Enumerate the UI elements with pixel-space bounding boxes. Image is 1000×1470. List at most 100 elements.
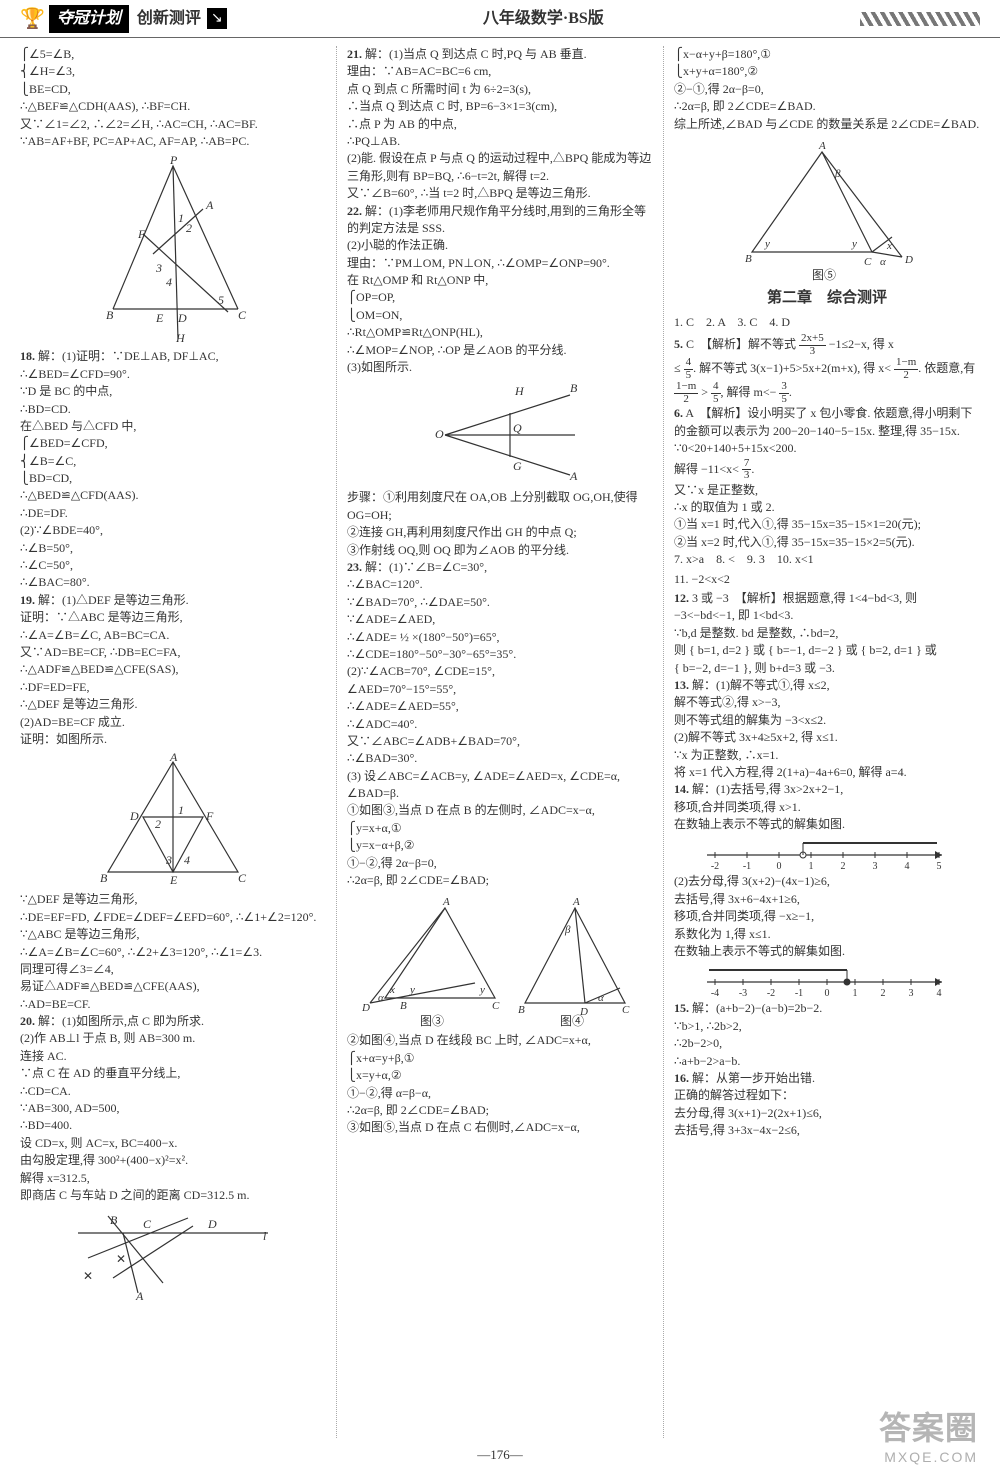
fig-label: B — [400, 1000, 407, 1012]
text-line: 将 x=1 代入方程,得 2(1+a)−4a+6=0, 解得 a=4. — [674, 764, 980, 781]
svg-text:3: 3 — [909, 988, 914, 998]
text-line: ②连接 GH,再利用刻度尺作出 GH 的中点 Q; — [347, 524, 653, 541]
text-line: ∴∠B=50°, — [20, 540, 326, 557]
text-line: ∴DE=DF. — [20, 505, 326, 522]
fig-label: F — [137, 227, 146, 241]
fig-label: A — [572, 896, 580, 908]
text-line: ⎩y=x−α+β,② — [347, 837, 653, 854]
text-line: 又∵x 是正整数, — [674, 482, 980, 499]
svg-text:-4: -4 — [711, 988, 719, 998]
fig-label: y — [409, 984, 415, 996]
fig-label: H — [175, 331, 186, 344]
text-line: 解：(1)∵∠B=∠C=30°, — [365, 560, 487, 574]
text-line: 去括号,得 3+3x−4x−2≤6, — [674, 1122, 980, 1139]
text-line: 又∵∠1=∠2, ∴∠2=∠H, ∴AC=CH, ∴AC=BF. — [20, 116, 326, 133]
problem-number: 23. — [347, 560, 362, 574]
fig-label: D — [207, 1217, 217, 1231]
text-line: 证明：∵△ABC 是等边三角形, — [20, 609, 326, 626]
page-number: —176— — [477, 1445, 523, 1465]
text-line: ∴AD=BE=CF. — [20, 996, 326, 1013]
problem-number: 15. — [674, 1001, 689, 1015]
fig-label: β — [564, 924, 571, 936]
text-line: ∴∠BAC=120°. — [347, 576, 653, 593]
fig-label: 2 — [155, 817, 161, 831]
text-line: ∴△BEF≌△CDH(AAS), ∴BF=CH. — [20, 98, 326, 115]
fig-label: B — [518, 1004, 525, 1016]
text-line: ≤ 45. 解不等式 3(x−1)+5>5x+2(m+x), 得 x< 1−m2… — [674, 357, 980, 405]
text-line: (3)如图所示. — [347, 359, 653, 376]
answers-line: 7. x>a 8. < 9. 3 10. x<1 — [674, 551, 980, 568]
figure-triangles-3-4: A A β x y y D α B C B D C α 图③ 图④ — [360, 893, 640, 1028]
svg-text:✕: ✕ — [83, 1269, 93, 1283]
fig-label: D — [129, 809, 139, 823]
text-line: ①−②,得 2α−β=0, — [347, 855, 653, 872]
text-line: ∵AB=AF+BF, PC=AP+AC, AF=AP, ∴AB=PC. — [20, 133, 326, 150]
fig-label: y — [851, 238, 857, 250]
svg-text:-2: -2 — [767, 988, 775, 998]
text-line: 解：(1)证明：∵DE⊥AB, DF⊥AC, — [38, 349, 219, 363]
text-line: ①−②,得 α=β−α, — [347, 1085, 653, 1102]
text-line: 解：(1)去括号,得 3x>2x+2−1, — [692, 782, 843, 796]
fig-label: Q — [513, 421, 522, 435]
text-line: 系数化为 1,得 x≤1. — [674, 926, 980, 943]
text-line: ∴2α=β, 即 2∠CDE=∠BAD; — [347, 872, 653, 889]
text-line: ∴2b−2>0, — [674, 1035, 980, 1052]
fig-caption: 图③ — [420, 1014, 444, 1028]
text-line: ∴DE=EF=FD, ∠FDE=∠DEF=∠EFD=60°, ∴∠1+∠2=12… — [20, 909, 326, 926]
fig-label: E — [155, 311, 164, 325]
text-line: ∴DF=ED=FE, — [20, 679, 326, 696]
text-line: ∵0<20+140+5+15x<200. — [674, 440, 980, 457]
fig-label: A — [818, 140, 826, 152]
trophy-icon: 🏆 — [20, 4, 45, 34]
text-line: { b=−2, d=−1 }, 则 b+d=3 或 −3. — [674, 660, 980, 677]
text-line: 又∵∠B=60°, ∴当 t=2 时,△BPQ 是等边三角形. — [347, 185, 653, 202]
text-line: 解：(1)解不等式①,得 x≤2, — [692, 678, 830, 692]
text-line: 解：从第一步开始出错. — [692, 1071, 815, 1085]
text-line: (2)小聪的作法正确. — [347, 237, 653, 254]
text-line: 在△BED 与△CFD 中, — [20, 418, 326, 435]
text-line: ∴∠ADE=∠AED=55°, — [347, 698, 653, 715]
text-line: ∵x 为正整数, ∴x=1. — [674, 747, 980, 764]
text-line: (2)解不等式 3x+4≥5x+2, 得 x≤1. — [674, 729, 980, 746]
problem-number: 14. — [674, 782, 689, 796]
sub-label: 创新测评 — [137, 7, 201, 31]
text-line: A 【解析】设小明买了 x 包小零食. 依题意,得小明剩下的金额可以表示为 20… — [674, 406, 972, 437]
text-line: 去分母,得 3(x+1)−2(2x+1)≤6, — [674, 1105, 980, 1122]
number-line-1: -2-1012345 — [697, 835, 957, 871]
text-line: ⎩x+y+α=180°,② — [674, 63, 980, 80]
number-line-2: -4-3-2-101234 — [697, 962, 957, 998]
text-line: ∴∠ADE= ½ ×(180°−50°)=65°, — [347, 629, 653, 646]
svg-text:-2: -2 — [711, 861, 719, 871]
page-header: 🏆 夺冠计划 创新测评 ↘ 八年级数学·BS版 — [0, 0, 1000, 38]
text-line: (2)作 AB⊥l 于点 B, 则 AB=300 m. — [20, 1030, 326, 1047]
text-line: 正确的解答过程如下： — [674, 1087, 980, 1104]
text-line: 又∵AD=BE=CF, ∴DB=EC=FA, — [20, 644, 326, 661]
text-line: 解：(1)如图所示,点 C 即为所求. — [38, 1014, 204, 1028]
svg-text:-1: -1 — [743, 861, 751, 871]
text-line: 解不等式②,得 x>−3, — [674, 694, 980, 711]
text-line: ⎩x=y+α,② — [347, 1067, 653, 1084]
text-line: ∵∠ADE=∠AED, — [347, 611, 653, 628]
svg-text:4: 4 — [937, 988, 942, 998]
svg-text:1: 1 — [809, 861, 814, 871]
problem-number: 13. — [674, 678, 689, 692]
text-line: ∵点 C 在 AD 的垂直平分线上, — [20, 1065, 326, 1082]
text-line: ⎧x−α+y+β=180°,① — [674, 46, 980, 63]
text-line: ∵△ABC 是等边三角形, — [20, 926, 326, 943]
text-line: 解：(1)当点 Q 到达点 C 时,PQ 与 AB 垂直. — [365, 47, 587, 61]
text-line: 在 Rt△OMP 和 Rt△ONP 中, — [347, 272, 653, 289]
problem-number: 22. — [347, 204, 362, 218]
text-line: 去括号,得 3x+6−4x+1≥6, — [674, 891, 980, 908]
fig-label: 4 — [166, 275, 172, 289]
svg-text:-1: -1 — [795, 988, 803, 998]
text-line: 设 CD=x, 则 AC=x, BC=400−x. — [20, 1135, 326, 1152]
text-line: ⎩BE=CD, — [20, 81, 326, 98]
text-line: (2)∵∠ACB=70°, ∠CDE=15°, — [347, 663, 653, 680]
text-line: 在数轴上表示不等式的解集如图. — [674, 816, 980, 833]
problem-number: 19. — [20, 593, 35, 607]
text-line: ⎧∠5=∠B, — [20, 46, 326, 63]
svg-text:4: 4 — [905, 861, 910, 871]
problem-number: 12. — [674, 591, 689, 605]
text-line: ∴△BED≌△CFD(AAS). — [20, 487, 326, 504]
text-line: 证明：如图所示. — [20, 731, 326, 748]
